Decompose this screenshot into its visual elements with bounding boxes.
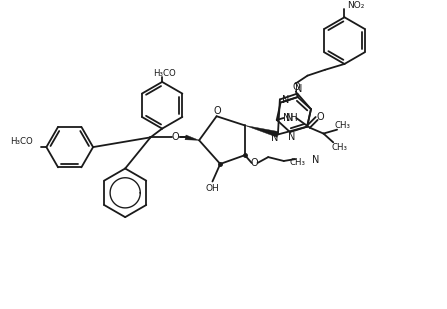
- Text: O: O: [172, 132, 180, 142]
- Text: O: O: [292, 82, 299, 92]
- Text: O: O: [251, 158, 258, 168]
- Text: N: N: [312, 155, 320, 165]
- Text: H₃CO: H₃CO: [153, 69, 176, 78]
- Text: O: O: [214, 106, 221, 116]
- Text: CH₃: CH₃: [335, 121, 351, 130]
- Text: O: O: [317, 112, 325, 122]
- Text: NO₂: NO₂: [347, 1, 365, 10]
- Polygon shape: [284, 99, 352, 157]
- Text: CH₃: CH₃: [289, 159, 305, 167]
- Text: H₃CO: H₃CO: [10, 137, 33, 146]
- Text: NH: NH: [283, 113, 298, 123]
- Text: N: N: [288, 132, 295, 142]
- Text: N: N: [282, 95, 289, 105]
- Text: N: N: [295, 84, 302, 94]
- Text: OH: OH: [206, 184, 219, 193]
- Text: N: N: [287, 113, 294, 123]
- Polygon shape: [245, 125, 278, 137]
- Polygon shape: [185, 135, 199, 140]
- Text: N: N: [271, 133, 278, 143]
- Text: CH₃: CH₃: [331, 143, 347, 152]
